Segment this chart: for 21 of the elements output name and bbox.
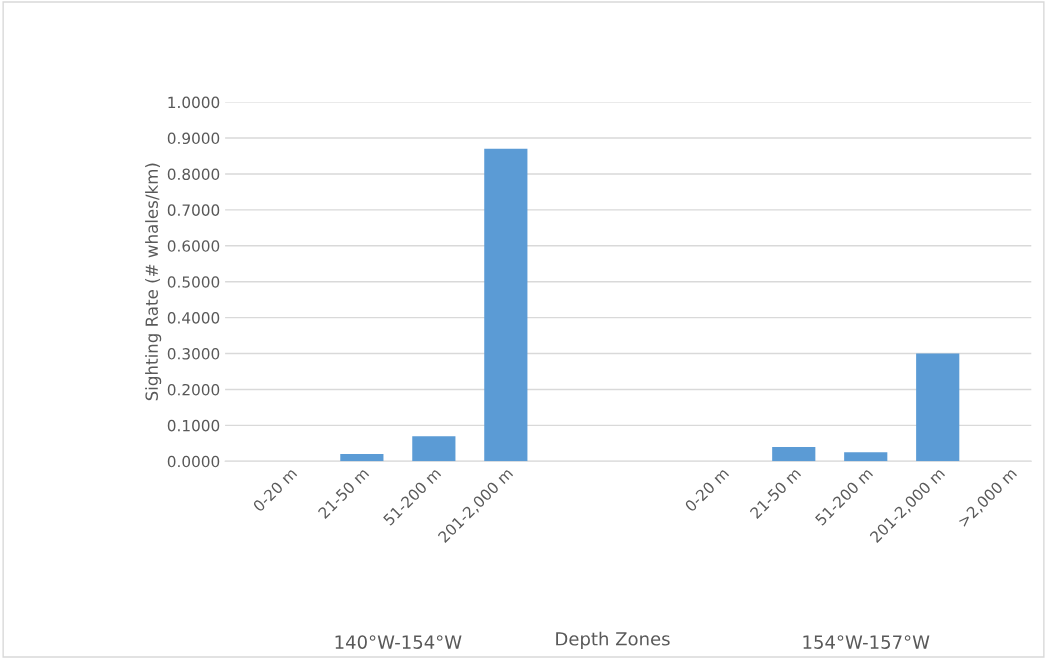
x-axis-title: Depth Zones [556,631,670,650]
y-tick-label: 0.5000 [167,276,220,288]
y-tick-label: 0.9000 [167,132,220,145]
bar [412,436,456,462]
text: 140°W-154°W [335,635,462,649]
y-tick-label: 0.3000 [167,348,220,360]
y-tick-label: 1.0000 [168,96,220,109]
bar [484,148,528,462]
y-axis-title: Sighting Rate (# whales/km) [145,163,162,401]
bar [844,452,888,462]
y-tick-label: 0.0000 [167,455,220,468]
text: 154°W-157°W [803,635,930,649]
y-tick-label: 0.4000 [167,312,220,324]
y-tick-label: 0.7000 [167,204,220,216]
y-tick-label: 0.6000 [167,240,220,252]
bar [340,454,384,462]
bar [916,353,960,462]
y-tick-label: 0.8000 [167,168,220,180]
y-tick-label: 0.1000 [167,419,220,432]
y-tick-label: 0.2000 [167,383,220,396]
bar [772,446,816,462]
